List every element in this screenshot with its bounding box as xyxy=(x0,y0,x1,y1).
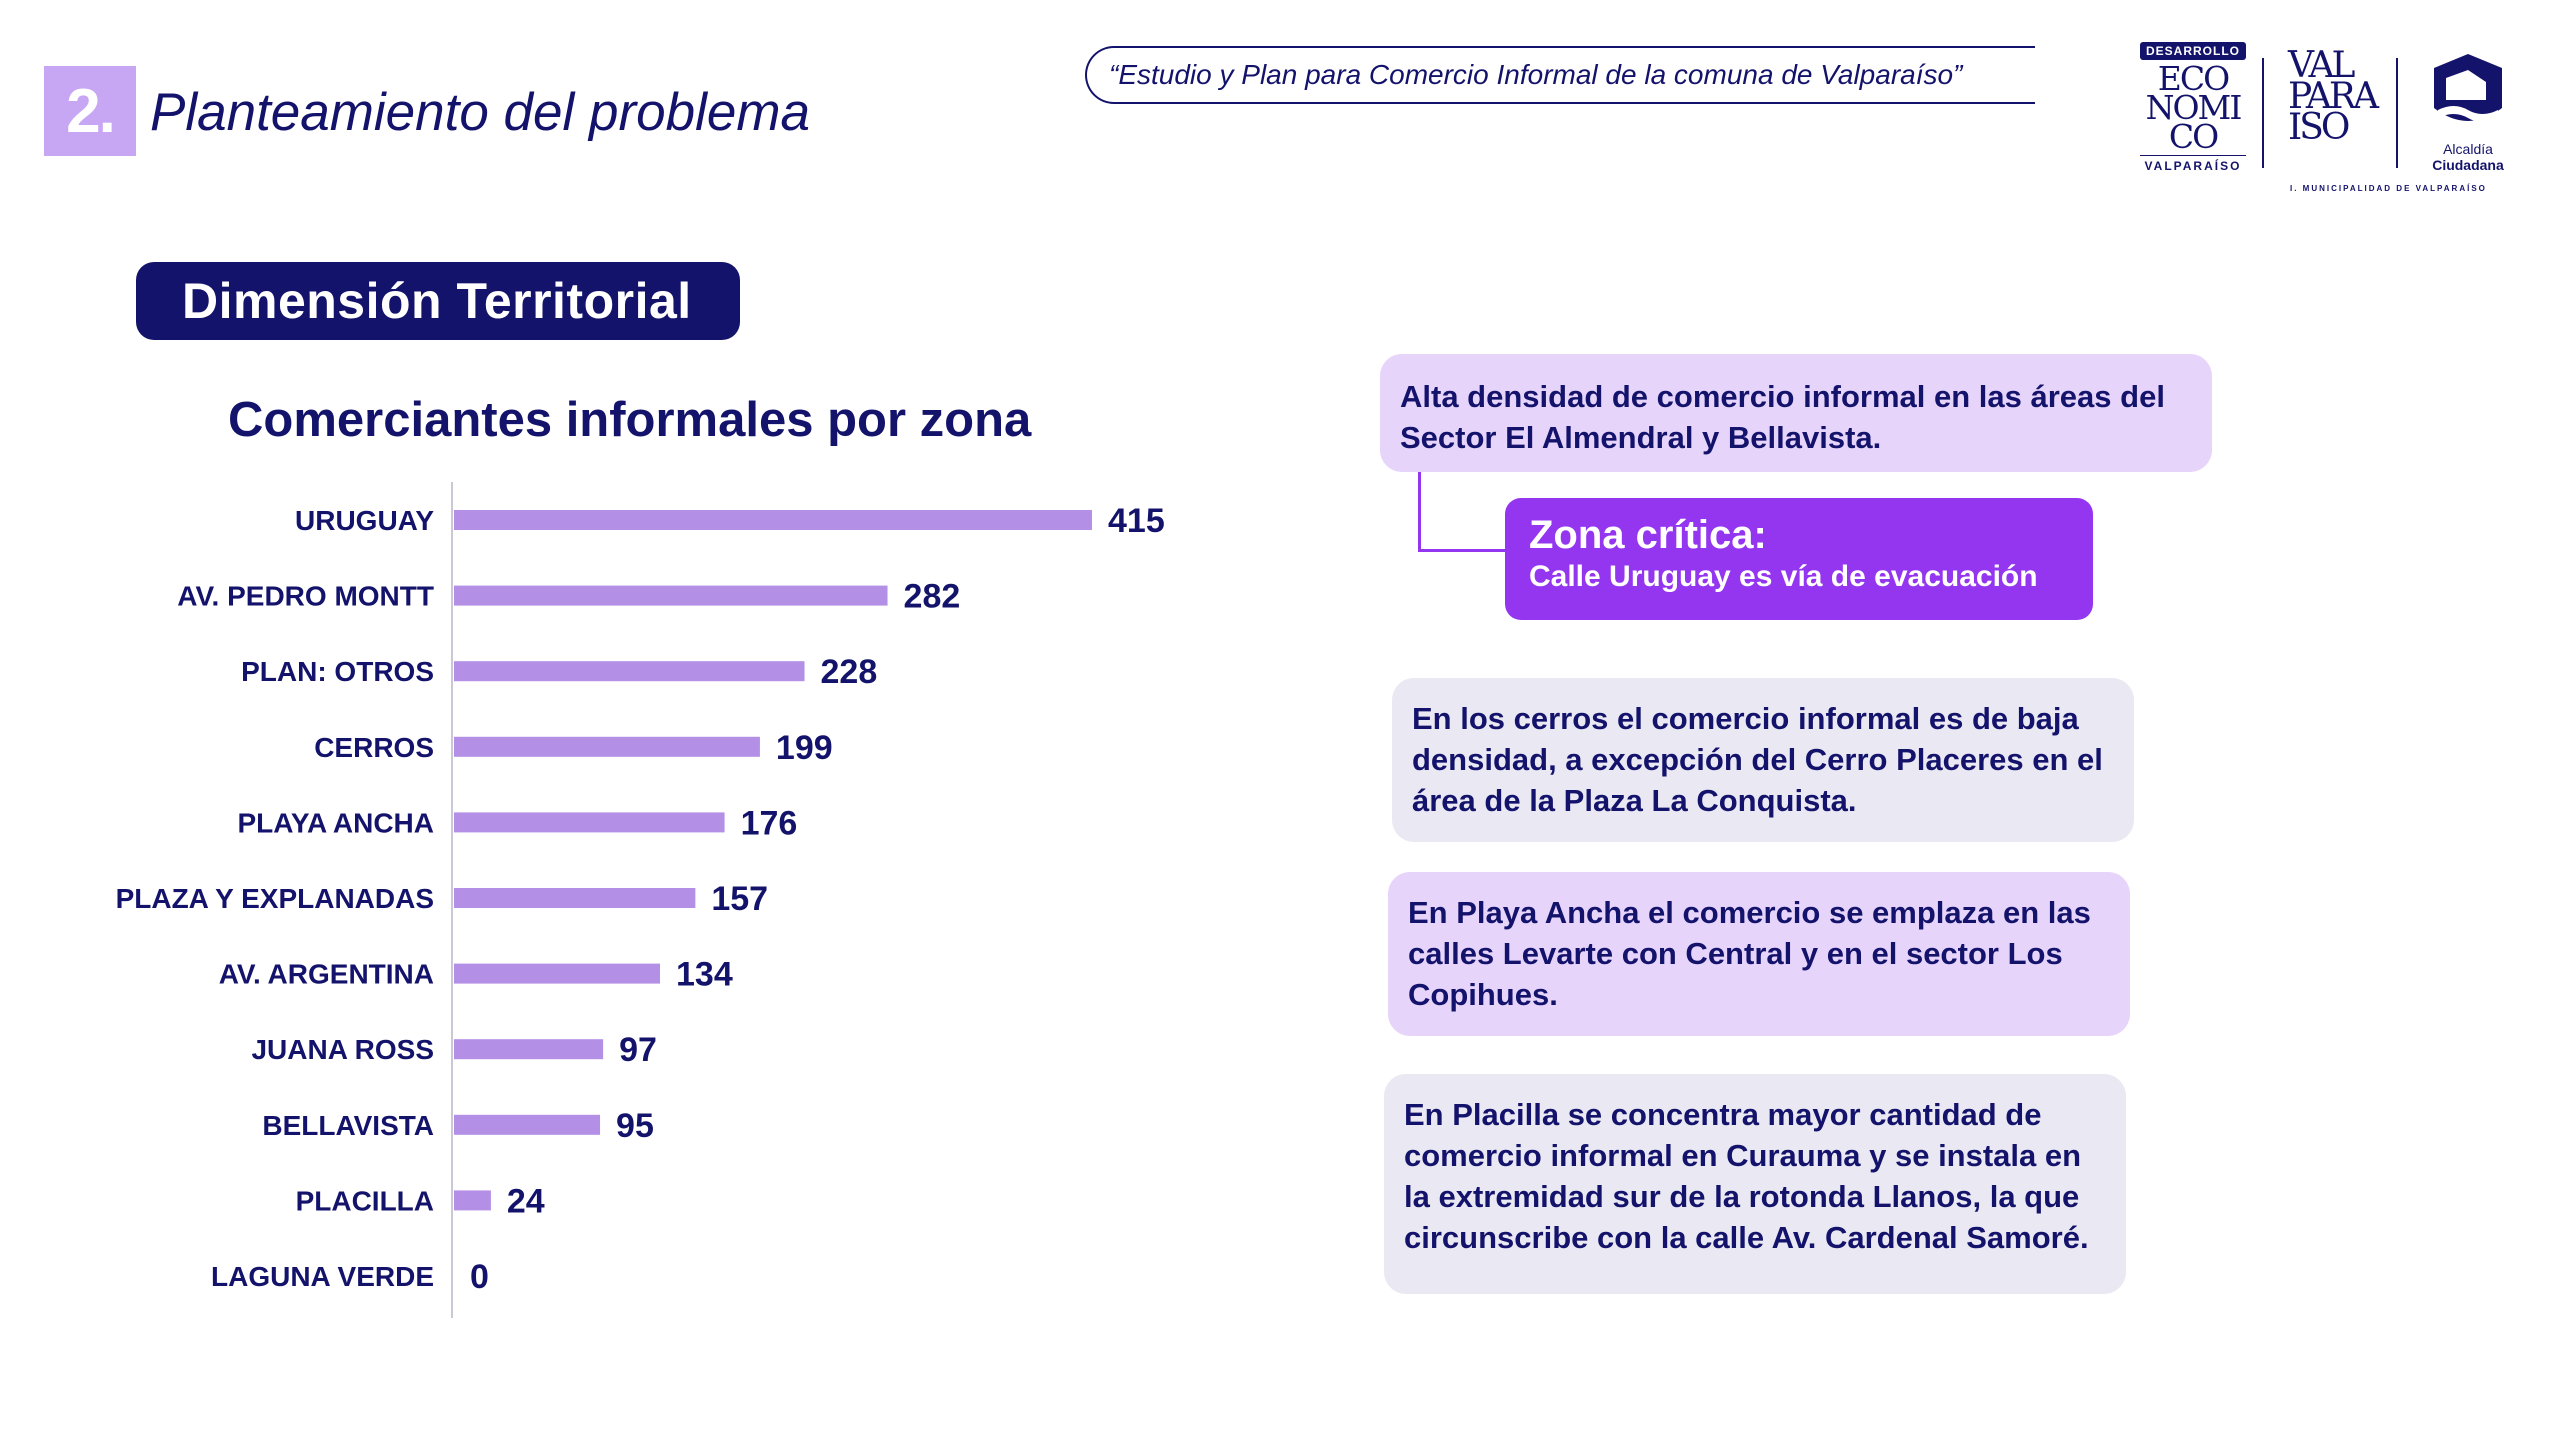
value-label: 95 xyxy=(616,1107,654,1145)
alcaldia-line-1: Alcaldía xyxy=(2443,141,2493,157)
category-label: JUANA ROSS xyxy=(251,1034,434,1065)
playa-ancha-callout: En Playa Ancha el comercio se emplaza en… xyxy=(1388,872,2130,1036)
category-label: URUGUAY xyxy=(295,505,434,536)
alcaldia-line-2: Ciudadana xyxy=(2432,157,2504,173)
density-callout: Alta densidad de comercio informal en la… xyxy=(1380,354,2212,472)
category-label: PLACILLA xyxy=(296,1185,434,1216)
economico-line: CO xyxy=(2168,117,2219,156)
section-title: Planteamiento del problema xyxy=(150,83,810,142)
desarrollo-tag: DESARROLLO xyxy=(2140,42,2246,60)
value-label: 97 xyxy=(619,1031,657,1069)
study-title: “Estudio y Plan para Comercio Informal d… xyxy=(1085,46,2035,104)
bar xyxy=(454,661,805,682)
valparaiso-line: PARA xyxy=(2288,76,2379,117)
value-label: 176 xyxy=(741,804,798,842)
category-label: PLAN: OTROS xyxy=(241,656,434,687)
cerros-callout: En los cerros el comercio informal es de… xyxy=(1392,678,2134,842)
logo-group: DESARROLLO ECO NOMI CO VALPARAÍSO VAL PA… xyxy=(2120,42,2520,212)
economico-line: ECO xyxy=(2157,59,2230,98)
valparaiso-line: ISO xyxy=(2288,107,2350,148)
bar xyxy=(454,1114,601,1135)
chart-title: Comerciantes informales por zona xyxy=(228,393,1032,447)
value-label: 157 xyxy=(711,880,768,918)
bar xyxy=(454,510,1092,530)
economico-wordmark: ECO NOMI CO xyxy=(2140,59,2246,156)
economico-line: NOMI xyxy=(2145,88,2243,127)
category-label: LAGUNA VERDE xyxy=(211,1261,434,1292)
bar-chart: URUGUAY 415 AV. PEDRO MONTT 282 PLAN: OTROS 2… xyxy=(116,482,1165,1318)
valparaiso-logo: VAL PARA ISO xyxy=(2288,45,2379,148)
category-label: PLAZA Y EXPLANADAS xyxy=(116,883,434,914)
bar xyxy=(454,585,888,606)
critical-zone-callout: Zona crítica: Calle Uruguay es vía de ev… xyxy=(1505,498,2093,620)
bar xyxy=(454,1039,604,1060)
critical-zone-text: Calle Uruguay es vía de evacuación xyxy=(1529,560,2038,593)
bar xyxy=(454,736,760,757)
category-label: AV. ARGENTINA xyxy=(219,959,434,990)
critical-zone-title: Zona crítica: xyxy=(1529,513,1767,557)
value-label: 199 xyxy=(776,729,833,767)
value-label: 282 xyxy=(904,578,961,616)
bar xyxy=(454,1190,491,1211)
logo-divider xyxy=(2262,58,2264,168)
category-label: CERROS xyxy=(314,732,434,763)
valparaiso-line: VAL xyxy=(2288,45,2355,86)
alcaldia-emblem-icon xyxy=(2434,54,2502,122)
bar xyxy=(454,812,725,833)
section-number-badge: 2. xyxy=(44,66,136,156)
value-label: 24 xyxy=(507,1182,545,1220)
logo-divider xyxy=(2396,58,2398,168)
bar xyxy=(454,963,661,984)
alcaldia-ciudadana-logo: Alcaldía Ciudadana xyxy=(2418,48,2518,173)
value-label: 0 xyxy=(470,1258,489,1296)
category-label: PLAYA ANCHA xyxy=(237,807,434,838)
category-label: BELLAVISTA xyxy=(262,1110,434,1141)
municipalidad-label: I. MUNICIPALIDAD DE VALPARAÍSO xyxy=(2290,184,2487,193)
desarrollo-economico-logo: DESARROLLO ECO NOMI CO VALPARAÍSO xyxy=(2140,42,2246,207)
placilla-callout: En Placilla se concentra mayor cantidad … xyxy=(1384,1074,2126,1294)
value-label: 134 xyxy=(676,956,733,994)
value-label: 228 xyxy=(821,653,878,691)
value-label: 415 xyxy=(1108,502,1165,540)
callout-connector xyxy=(1418,472,1506,552)
dimension-label: Dimensión Territorial xyxy=(136,262,740,340)
bar xyxy=(454,888,696,908)
economico-city: VALPARAÍSO xyxy=(2140,155,2246,173)
category-label: AV. PEDRO MONTT xyxy=(177,581,434,612)
